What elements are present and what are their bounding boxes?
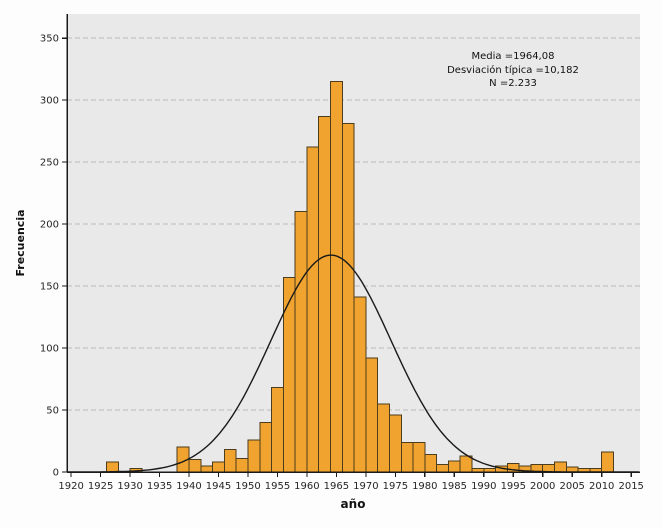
histogram-bar [223, 449, 237, 473]
x-tick-label: 1940 [176, 481, 201, 492]
x-tick-label: 2015 [618, 481, 643, 492]
x-axis-title: año [341, 497, 366, 511]
y-tick-label: 0 [53, 468, 59, 479]
x-tick-label: 1990 [471, 481, 496, 492]
x-tick-label: 2010 [589, 481, 614, 492]
y-axis-title: Frecuencia [14, 209, 27, 276]
x-tick-label: 1995 [501, 481, 526, 492]
x-tick-label: 1920 [58, 481, 83, 492]
histogram-bar [601, 451, 615, 473]
histogram-bar [447, 460, 461, 473]
x-tick-label: 2000 [530, 481, 555, 492]
histogram-bar [259, 421, 273, 473]
x-tick-label: 1925 [88, 481, 113, 492]
histogram-bar [200, 465, 214, 473]
histogram-bar [542, 464, 556, 473]
x-tick-label: 1975 [383, 481, 408, 492]
y-tick-label: 200 [40, 220, 59, 231]
histogram-bar [341, 123, 355, 473]
y-tick-label: 300 [40, 96, 59, 107]
histogram-bar [400, 441, 414, 473]
histogram-bar [247, 439, 261, 473]
x-tick-label: 1960 [294, 481, 319, 492]
x-tick-label: 1965 [324, 481, 349, 492]
y-tick-label: 50 [46, 406, 59, 417]
x-tick-label: 1930 [117, 481, 142, 492]
histogram-bar [235, 457, 249, 473]
stats-std-dev: Desviación típica =10,182 [447, 64, 579, 76]
histogram-bar [436, 464, 449, 473]
histogram-bar [188, 459, 202, 473]
histogram-bar [365, 357, 379, 473]
histogram-bar [282, 276, 296, 473]
stats-mean: Media =1964,08 [471, 51, 555, 62]
histogram-bar [353, 296, 367, 473]
x-tick-label: 1980 [412, 481, 437, 492]
histogram-bar [106, 461, 119, 473]
y-tick-label: 250 [40, 158, 59, 169]
y-tick-label: 350 [40, 34, 59, 45]
histogram-bar [271, 387, 284, 473]
x-tick-label: 1945 [206, 481, 231, 492]
histogram-bar [306, 146, 320, 473]
histogram-bar [389, 414, 402, 473]
histogram-bar [377, 403, 391, 473]
x-tick-label: 1935 [147, 481, 172, 492]
histogram-bar [212, 461, 225, 473]
histogram-bar [412, 441, 426, 473]
histogram-bar [330, 81, 343, 473]
x-tick-label: 1970 [353, 481, 378, 492]
x-tick-label: 2005 [559, 481, 584, 492]
histogram-bar [424, 454, 438, 473]
stats-annotation: Media =1964,08 Desviación típica =10,182… [400, 50, 626, 91]
histogram-bar [294, 211, 308, 473]
histogram-bar [318, 115, 332, 473]
stats-n: N =2.233 [489, 78, 537, 89]
y-tick-label: 150 [40, 282, 59, 293]
x-tick-label: 1955 [265, 481, 290, 492]
histogram-bar [554, 461, 567, 473]
y-tick-label: 100 [40, 344, 59, 355]
histogram-bar [459, 455, 473, 473]
x-tick-label: 1950 [235, 481, 260, 492]
x-tick-label: 1985 [442, 481, 467, 492]
